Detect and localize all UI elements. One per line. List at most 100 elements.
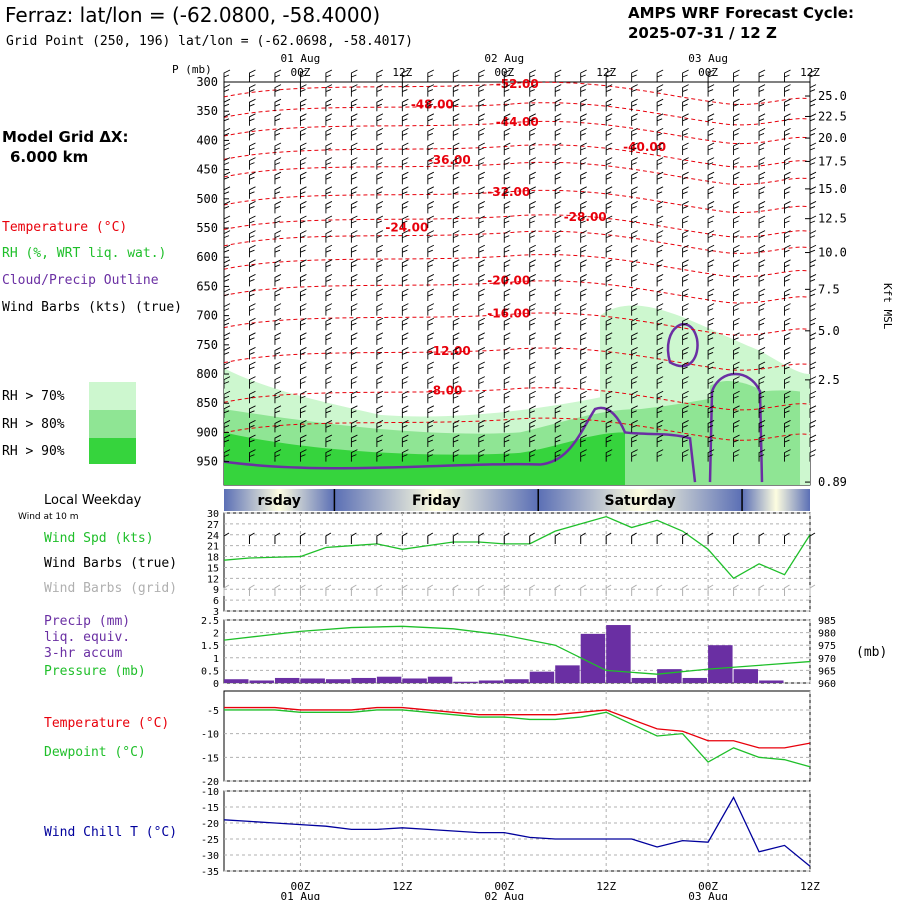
wind-barb: [554, 405, 562, 418]
wind-barb: [274, 157, 282, 170]
wind-barb: [554, 84, 562, 97]
wind-barb: [809, 157, 817, 170]
wind-barb: [529, 171, 536, 185]
wind-barb: [478, 274, 485, 287]
wind-barb: [350, 376, 358, 389]
wind-speed-tick-label: 15: [207, 563, 219, 574]
wind-barb: [503, 332, 511, 345]
wind-barb: [478, 390, 485, 404]
wind-barb: [809, 434, 817, 448]
wind-barb: [503, 390, 511, 404]
wind-barb: [758, 113, 766, 126]
wind-barb: [452, 142, 460, 156]
wind-barb: [605, 274, 613, 287]
wind-barb: [350, 171, 358, 185]
wind-barb: [299, 317, 307, 331]
date-label-bottom: 02 Aug: [484, 890, 524, 900]
wind-barb: [784, 361, 791, 375]
wind-barb: [401, 230, 409, 243]
wind-barb: [707, 376, 715, 389]
wind-barb: [631, 201, 638, 214]
wind-barb: [325, 142, 333, 156]
precip-bar: [325, 679, 351, 683]
wind-barb: [503, 288, 511, 302]
cloud-outline-right: [708, 372, 764, 483]
precip-bar: [631, 677, 657, 683]
wind-barb: [682, 215, 689, 229]
wind-barb: [223, 244, 231, 258]
grid-wind-barb: [656, 584, 663, 596]
wind-chill-tick-label: -15: [201, 803, 219, 814]
surface-wind-barb: [452, 532, 459, 544]
grid-point-label: Grid Point (250, 196) lat/lon = (-62.069…: [6, 34, 413, 49]
wind-barb: [656, 244, 664, 258]
wind-barb: [223, 201, 231, 214]
wind-barb: [580, 317, 587, 331]
wind-barb: [682, 98, 689, 112]
wind-barb: [401, 303, 409, 316]
wind-barb: [274, 186, 282, 199]
wind-barb: [707, 215, 715, 229]
wind-barb: [299, 113, 307, 126]
wind-barb: [503, 405, 511, 418]
wind-barb: [325, 201, 333, 214]
wind-barb: [758, 259, 766, 272]
wind-barb: [758, 405, 766, 418]
wind-barb: [733, 420, 740, 433]
wind-barb: [758, 98, 766, 112]
wind-barb: [784, 215, 791, 229]
wind-barb: [554, 128, 562, 141]
wind-barb: [529, 434, 536, 448]
pressure-tick-label: 965: [818, 666, 836, 677]
dewpoint-line: [224, 709, 811, 768]
wind-barb: [376, 69, 384, 82]
wind-barb: [478, 215, 485, 229]
wind-barb: [605, 288, 613, 302]
wind-barb: [784, 405, 791, 418]
accum-label: 3-hr accum: [44, 646, 122, 661]
wind-barb: [758, 449, 766, 462]
isotherm-label: -40.00: [623, 140, 666, 154]
wind-barb: [401, 171, 409, 185]
precip-tick-label: 0: [213, 679, 219, 690]
wind-barb: [274, 449, 282, 462]
wind-barb: [758, 142, 766, 156]
grid-wind-barb: [350, 584, 357, 596]
wind-barb: [733, 390, 740, 404]
wind-barb: [325, 303, 333, 316]
wind-speed-line: [223, 515, 811, 580]
wind-barb: [223, 84, 231, 97]
wind-barb: [529, 274, 536, 287]
wind-barb: [605, 230, 613, 243]
height-tick-label: 7.5: [818, 282, 840, 296]
pressure-label: Pressure (mb): [44, 664, 146, 679]
wind-barb: [809, 186, 817, 199]
grid-wind-barb: [452, 584, 459, 596]
wind-barb: [401, 288, 409, 302]
wind-barb: [478, 142, 485, 156]
pressure-tick-label: 960: [818, 679, 836, 690]
wind-barb: [478, 128, 485, 141]
wind-barb: [299, 434, 307, 448]
time-tick-label-top: 12Z: [800, 66, 820, 79]
grid-wind-barb: [707, 584, 714, 596]
wind-barb: [401, 347, 409, 360]
wind-barb: [325, 157, 333, 170]
rh90-swatch: [89, 438, 136, 464]
wind-barb: [478, 317, 485, 331]
wind-barb: [605, 420, 613, 433]
wind-barb: [503, 113, 511, 126]
wind-barb: [656, 128, 664, 141]
wind-barb: [580, 186, 587, 199]
wind-barb: [350, 332, 358, 345]
wind-barb: [758, 171, 766, 185]
wind-barb: [503, 274, 511, 287]
legend-rh70: RH > 70%: [2, 389, 65, 404]
wind-barb: [733, 201, 740, 214]
wind-barb: [784, 171, 791, 185]
grid-wind-barb: [809, 584, 816, 596]
wind-barb: [707, 171, 715, 185]
wind-barb: [452, 215, 460, 229]
wind-barb: [223, 420, 231, 433]
wind-barb: [784, 449, 791, 462]
